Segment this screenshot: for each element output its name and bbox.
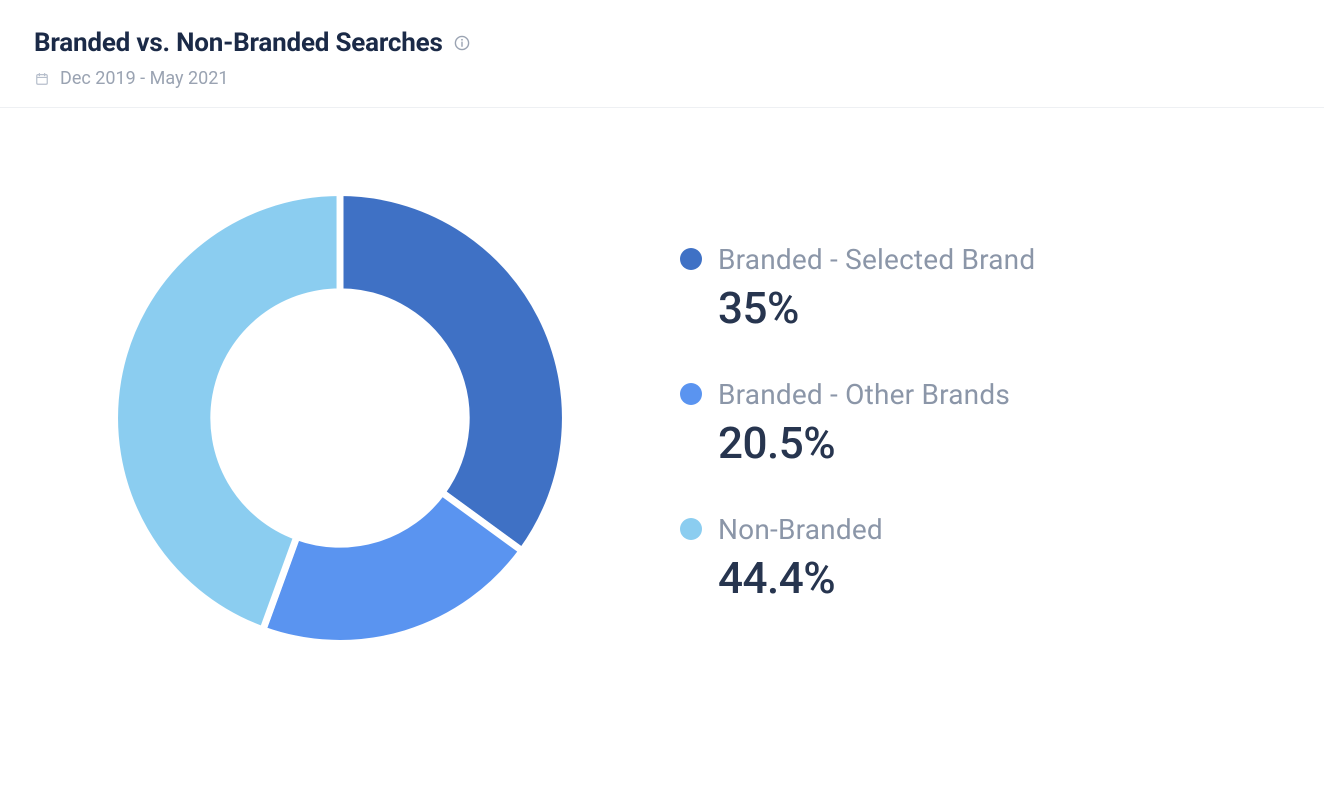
legend-label: Branded - Other Brands: [718, 378, 1010, 411]
legend-item-header: Non-Branded: [680, 513, 1264, 546]
legend-dot-icon: [680, 383, 702, 405]
date-range-text: Dec 2019 - May 2021: [60, 68, 228, 89]
title-row: Branded vs. Non-Branded Searches: [34, 28, 1290, 58]
legend-item-non_branded[interactable]: Non-Branded 44.4%: [680, 513, 1264, 604]
legend-value: 44.4%: [718, 552, 1264, 604]
legend-dot-icon: [680, 248, 702, 270]
chart-title: Branded vs. Non-Branded Searches: [34, 28, 443, 58]
chart-legend: Branded - Selected Brand 35% Branded - Oth…: [680, 233, 1264, 604]
card-content: Branded - Selected Brand 35% Branded - Oth…: [0, 108, 1324, 708]
date-range-row: Dec 2019 - May 2021: [34, 68, 1290, 89]
card-header: Branded vs. Non-Branded Searches Dec 201…: [0, 0, 1324, 108]
donut-chart-container: [60, 188, 620, 648]
chart-card: Branded vs. Non-Branded Searches Dec 201…: [0, 0, 1324, 804]
legend-item-header: Branded - Selected Brand: [680, 243, 1264, 276]
donut-chart: [110, 188, 570, 648]
legend-item-branded_selected[interactable]: Branded - Selected Brand 35%: [680, 243, 1264, 334]
legend-label: Branded - Selected Brand: [718, 243, 1035, 276]
calendar-icon: [34, 71, 50, 87]
legend-value: 35%: [718, 282, 1264, 334]
legend-value: 20.5%: [718, 417, 1264, 469]
legend-dot-icon: [680, 518, 702, 540]
info-icon[interactable]: [453, 34, 471, 52]
legend-label: Non-Branded: [718, 513, 883, 546]
legend-item-header: Branded - Other Brands: [680, 378, 1264, 411]
legend-item-branded_other[interactable]: Branded - Other Brands 20.5%: [680, 378, 1264, 469]
